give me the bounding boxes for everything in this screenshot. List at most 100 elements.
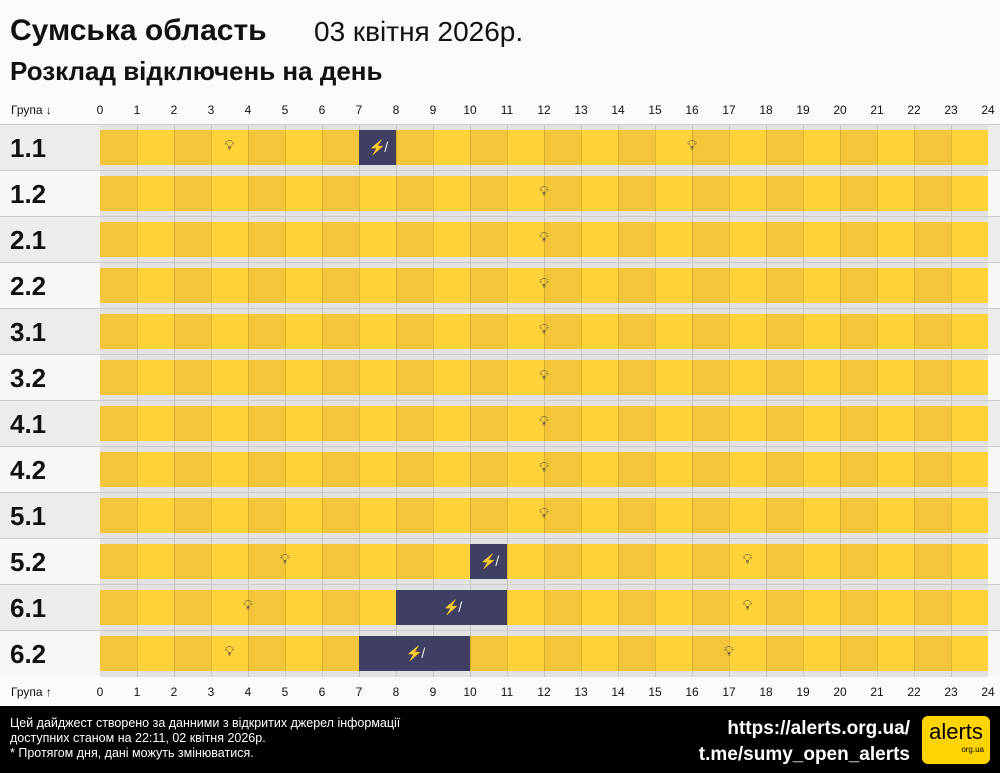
hour-gridline: [766, 447, 767, 493]
hour-cell: [581, 268, 618, 303]
hour-gridline: [544, 447, 545, 493]
hour-cell: [211, 590, 248, 625]
hour-gridline: [248, 447, 249, 493]
hour-gridline: [359, 355, 360, 401]
hour-cell: [544, 314, 581, 349]
hour-gridline: [692, 401, 693, 447]
timeline: 💡︎ 💡︎ ⚡̸: [100, 631, 988, 677]
hour-gridline: [840, 631, 841, 677]
note-line: доступних станом на 22:11, 02 квітня 202…: [10, 731, 266, 745]
hour-gridline: [359, 539, 360, 585]
hour-tick: 17: [722, 685, 736, 699]
hour-cell: [618, 544, 655, 579]
hour-cell: [322, 176, 359, 211]
hour-cell: [581, 498, 618, 533]
hour-gridline: [507, 217, 508, 263]
hour-cell: [729, 498, 766, 533]
hour-cell: [396, 452, 433, 487]
hour-gridline: [507, 631, 508, 677]
hour-cell: [951, 268, 988, 303]
timeline: 💡︎ 💡︎ ⚡̸: [100, 125, 988, 171]
hour-cell: [396, 176, 433, 211]
hour-gridline: [322, 309, 323, 355]
hour-gridline: [877, 539, 878, 585]
hour-gridline: [174, 217, 175, 263]
hour-cell: [100, 544, 137, 579]
hour-tick: 7: [355, 103, 363, 117]
hour-cell: [729, 130, 766, 165]
outage-block: ⚡̸: [470, 544, 507, 579]
hour-gridline: [914, 539, 915, 585]
hour-gridline: [211, 539, 212, 585]
hour-cell: [914, 498, 951, 533]
hour-gridline: [396, 125, 397, 171]
hour-cell: [359, 176, 396, 211]
hour-cell: [877, 222, 914, 257]
telegram-link[interactable]: t.me/sumy_open_alerts: [698, 744, 910, 765]
hour-tick: 12: [537, 103, 551, 117]
hour-cell: [285, 406, 322, 441]
hour-gridline: [692, 125, 693, 171]
hour-cell: [433, 498, 470, 533]
hour-cell: [174, 268, 211, 303]
group-row: 3.2 💡︎: [0, 354, 1000, 401]
hour-gridline: [359, 309, 360, 355]
hour-cell: [581, 360, 618, 395]
hour-cell: [174, 360, 211, 395]
hour-cell: [100, 222, 137, 257]
hour-gridline: [692, 493, 693, 539]
hour-cell: [137, 544, 174, 579]
hour-cell: [100, 498, 137, 533]
hour-cell: [137, 130, 174, 165]
hour-gridline: [322, 217, 323, 263]
hour-cell: [285, 130, 322, 165]
hour-tick: 12: [537, 685, 551, 699]
hour-gridline: [877, 171, 878, 217]
hour-gridline: [544, 125, 545, 171]
hour-cell: [618, 636, 655, 671]
hour-gridline: [137, 217, 138, 263]
hour-cell: [692, 544, 729, 579]
hour-cell: [618, 498, 655, 533]
hour-cell: [766, 268, 803, 303]
hour-gridline: [507, 447, 508, 493]
hour-gridline: [618, 493, 619, 539]
no-power-icon: ⚡̸: [442, 599, 461, 615]
hour-gridline: [618, 585, 619, 631]
hour-cell: [766, 130, 803, 165]
no-power-icon: ⚡̸: [479, 553, 498, 569]
hour-cell: [174, 498, 211, 533]
hour-cell: [507, 452, 544, 487]
hour-gridline: [285, 585, 286, 631]
hour-cell: [507, 590, 544, 625]
hour-gridline: [766, 171, 767, 217]
hour-cell: [211, 406, 248, 441]
hour-gridline: [211, 309, 212, 355]
hour-gridline: [359, 263, 360, 309]
hour-cell: [322, 268, 359, 303]
hour-cell: [581, 544, 618, 579]
hour-gridline: [877, 263, 878, 309]
group-label: 2.2: [10, 271, 47, 301]
hour-gridline: [951, 171, 952, 217]
group-row: 4.2 💡︎: [0, 446, 1000, 493]
hour-gridline: [803, 263, 804, 309]
hour-cell: [470, 268, 507, 303]
hour-cell: [470, 452, 507, 487]
website-link[interactable]: https://alerts.org.ua/: [727, 718, 910, 739]
hour-gridline: [470, 493, 471, 539]
hour-gridline: [285, 125, 286, 171]
hour-cell: [581, 222, 618, 257]
hour-cell: [655, 360, 692, 395]
hour-gridline: [137, 493, 138, 539]
hour-gridline: [914, 217, 915, 263]
hour-gridline: [766, 217, 767, 263]
hour-gridline: [544, 631, 545, 677]
hour-cell: [655, 130, 692, 165]
group-column-label: Група ↑: [11, 685, 52, 699]
hour-cell: [544, 498, 581, 533]
hour-gridline: [655, 447, 656, 493]
hour-gridline: [137, 263, 138, 309]
hour-gridline: [396, 539, 397, 585]
hour-gridline: [618, 447, 619, 493]
